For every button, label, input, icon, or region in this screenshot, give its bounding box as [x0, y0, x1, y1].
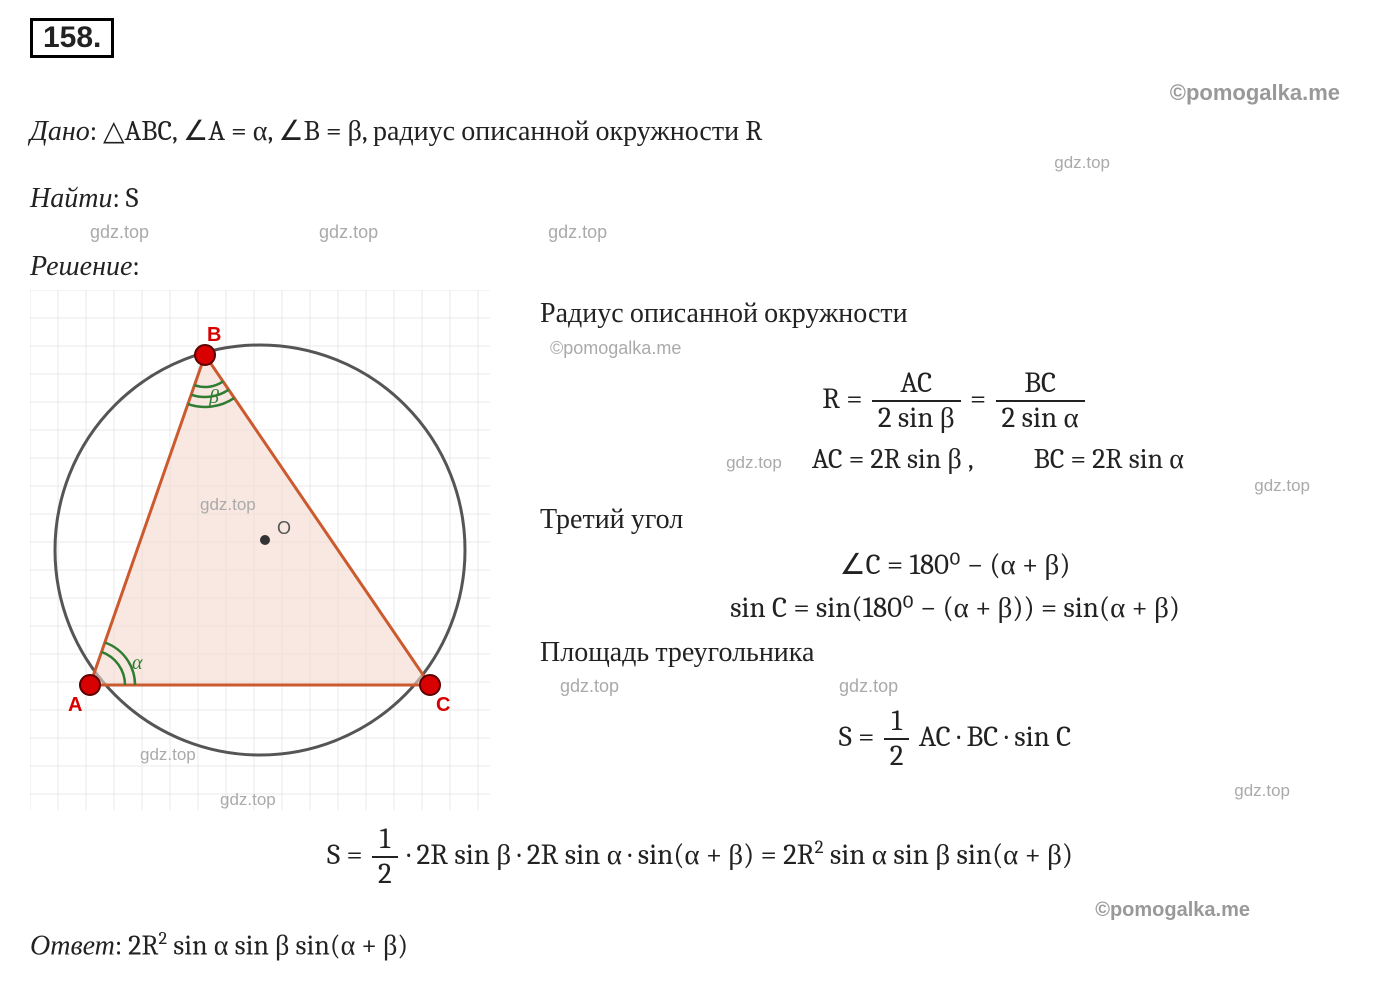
frac-half-1-den: 2: [884, 740, 910, 773]
eq-s-half: S = 1 2 AC · BC · sin C: [540, 705, 1370, 773]
eq-r-lhs: R =: [822, 382, 862, 415]
frac-bc-num: BC: [996, 367, 1085, 402]
wm-gdz-2: gdz.top: [90, 222, 149, 243]
eq-angle-c: ∠C = 180⁰ − (α + β): [540, 547, 1370, 582]
wm-gdz-8: gdz.top: [839, 676, 898, 697]
svg-text:B: B: [207, 324, 221, 346]
wm-gdz-9: gdz.top: [540, 781, 1290, 801]
svg-text:β: β: [208, 385, 219, 408]
svg-text:gdz.top: gdz.top: [200, 495, 256, 514]
figure-column: α β O A B Cgdz.top gdz.top gdz.top: [30, 290, 510, 817]
svg-text:C: C: [436, 694, 450, 716]
svg-text:gdz.top: gdz.top: [140, 745, 196, 764]
eq-s-half-rhs: AC · BC · sin C: [919, 721, 1071, 754]
solution-colon: :: [132, 250, 139, 282]
given-line: Дано: △ABC, ∠A = α, ∠B = β, радиус описа…: [30, 112, 1370, 175]
frac-ac-den: 2 sin β: [872, 402, 961, 435]
eq-bc: BC = 2R sin α: [1034, 443, 1184, 476]
frac-half-1: 1 2: [884, 705, 910, 773]
given-label: Дано: [30, 115, 90, 147]
svg-text:A: A: [68, 694, 82, 716]
eq-s-final-lhs: S =: [327, 839, 363, 872]
svg-text:α: α: [132, 651, 143, 674]
svg-text:gdz.top: gdz.top: [220, 790, 276, 809]
frac-half-2-den: 2: [372, 858, 398, 891]
eq-ac: AC = 2R sin β ,: [812, 443, 974, 475]
frac-half-2-num: 1: [372, 823, 398, 858]
problem-number: 158.: [30, 18, 114, 58]
text-third-angle: Третий угол: [540, 500, 1370, 539]
eq-s-final: S = 1 2 · 2R sin β · 2R sin α · sin(α + …: [30, 823, 1370, 891]
triangle-circle-diagram: α β O A B Cgdz.top gdz.top gdz.top: [30, 290, 490, 810]
wm-gdz-5: gdz.top: [726, 453, 782, 472]
eq-sin-c: sin C = sin(180⁰ − (α + β)) = sin(α + β): [540, 590, 1370, 625]
eq-s-final-tail: sin α sin β sin(α + β): [823, 839, 1073, 872]
solution-line: Решение:: [30, 247, 1370, 286]
watermark-copyright-top: ©pomogalka.me: [30, 80, 1340, 106]
answer-line: Ответ: 2R2 sin α sin β sin(α + β): [30, 926, 1370, 966]
wm-gdz-7: gdz.top: [560, 676, 619, 697]
find-line: Найти: S: [30, 179, 1370, 218]
text-radius: Радиус описанной окружности: [540, 294, 1370, 333]
solution-label: Решение: [30, 250, 132, 282]
text-area: Площадь треугольника: [540, 633, 1370, 672]
wm-copyright-3: ©pomogalka.me: [30, 899, 1250, 922]
svg-text:O: O: [277, 518, 291, 538]
frac-half-1-num: 1: [884, 705, 910, 740]
answer-tail: sin α sin β sin(α + β): [167, 930, 408, 962]
eq-s-half-lhs: S =: [839, 721, 875, 754]
wm-gdz-1: gdz.top: [30, 151, 1110, 175]
frac-ac: AC 2 sin β: [872, 367, 961, 435]
find-text: : S: [112, 182, 138, 214]
solution-text-column: Радиус описанной окружности ©pomogalka.m…: [510, 290, 1370, 801]
wm-gdz-4: gdz.top: [548, 222, 607, 243]
frac-bc: BC 2 sin α: [996, 367, 1085, 435]
answer-text: : 2R: [115, 930, 159, 962]
wm-copyright-2: ©pomogalka.me: [550, 338, 1370, 359]
find-label: Найти: [30, 182, 112, 214]
frac-ac-num: AC: [872, 367, 961, 402]
eq-radius: R = AC 2 sin β = BC 2 sin α: [540, 367, 1370, 435]
given-text: : △ABC, ∠A = α, ∠B = β, радиус описанной…: [90, 115, 763, 147]
wm-gdz-3: gdz.top: [319, 222, 378, 243]
eq-ac-bc-row: gdz.top AC = 2R sin β , BC = 2R sin α: [540, 443, 1370, 476]
eq-s-final-mid: · 2R sin β · 2R sin α · sin(α + β) = 2R: [407, 839, 815, 872]
wm-gdz-6: gdz.top: [540, 476, 1310, 496]
eq-sign-1: =: [970, 382, 986, 415]
frac-bc-den: 2 sin α: [996, 402, 1085, 435]
answer-label: Ответ: [30, 930, 115, 962]
frac-half-2: 1 2: [372, 823, 398, 891]
